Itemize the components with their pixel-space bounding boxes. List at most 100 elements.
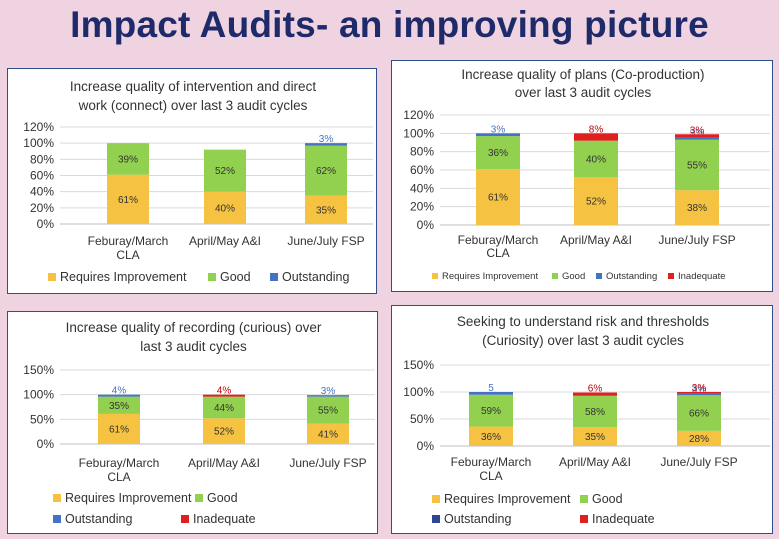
data-label: 61% — [109, 424, 129, 435]
data-label: 4% — [217, 386, 232, 397]
data-label: 61% — [118, 195, 138, 206]
bar-segment — [98, 413, 140, 444]
bar-segment — [675, 139, 719, 191]
bar-segment — [574, 140, 618, 178]
bar-segment — [305, 145, 347, 196]
legend-swatch — [181, 515, 189, 523]
y-tick-label: 20% — [30, 201, 54, 215]
data-label: 35% — [109, 401, 129, 412]
data-label: 35% — [316, 205, 336, 216]
bar-segment — [574, 177, 618, 225]
data-label: 38% — [687, 203, 707, 214]
bar-segment — [675, 190, 719, 225]
bar-segment — [305, 143, 347, 146]
chart-title-line: Increase quality of plans (Co-production… — [461, 67, 704, 82]
data-label: 3% — [692, 385, 707, 396]
data-label: 55% — [318, 406, 338, 417]
legend-swatch — [208, 273, 216, 281]
legend-label: Good — [220, 270, 251, 284]
data-label: 59% — [481, 406, 501, 417]
chart-title-line: last 3 audit cycles — [140, 339, 247, 354]
bar-segment — [204, 149, 246, 192]
data-label: 62% — [316, 166, 336, 177]
y-tick-label: 120% — [403, 108, 434, 122]
page-title: Impact Audits- an improving picture — [70, 4, 709, 45]
chart-svg: Seeking to understand risk and threshold… — [403, 314, 770, 526]
bar-segment — [204, 191, 246, 224]
bar-segment — [307, 396, 349, 424]
bar-segment — [675, 137, 719, 140]
legend-label: Inadequate — [678, 271, 726, 282]
bar-segment — [98, 396, 140, 414]
x-tick-label: CLA — [479, 469, 502, 483]
y-tick-label: 40% — [30, 185, 54, 199]
chart-panel-recording: Increase quality of recording (curious) … — [7, 311, 378, 534]
data-label: 3% — [321, 386, 336, 397]
legend-swatch — [596, 273, 602, 279]
legend-swatch — [195, 494, 203, 502]
bar-segment — [203, 396, 245, 419]
bar-segment — [573, 392, 617, 396]
legend-label: Inadequate — [592, 512, 655, 526]
y-tick-label: 40% — [410, 181, 434, 195]
bar-segment — [469, 426, 513, 446]
data-label: 3% — [319, 134, 334, 145]
y-tick-label: 120% — [23, 120, 54, 134]
legend-label: Outstanding — [444, 512, 511, 526]
data-label: 39% — [118, 154, 138, 165]
data-label: 55% — [687, 160, 707, 171]
y-tick-label: 100% — [403, 126, 434, 140]
data-label: 41% — [318, 429, 338, 440]
data-label: 3% — [690, 128, 705, 139]
data-label: 52% — [214, 427, 234, 438]
x-tick-label: Feburay/March — [79, 456, 160, 470]
x-tick-label: Feburay/March — [88, 234, 169, 248]
bar-segment — [305, 195, 347, 224]
chart-title-line: Increase quality of recording (curious) … — [66, 320, 322, 335]
bar-segment — [675, 134, 719, 137]
y-tick-label: 0% — [417, 218, 435, 232]
chart-title-line: (Curiosity) over last 3 audit cycles — [482, 333, 684, 348]
legend-swatch — [53, 515, 61, 523]
data-label: 40% — [215, 203, 235, 214]
y-tick-label: 60% — [30, 169, 54, 183]
data-label: 61% — [488, 193, 508, 204]
bar-segment — [677, 393, 721, 396]
y-tick-label: 20% — [410, 200, 434, 214]
data-label: 35% — [585, 432, 605, 443]
x-tick-label: CLA — [116, 248, 139, 262]
bar-segment — [677, 392, 721, 394]
data-label: 8% — [589, 124, 604, 135]
x-tick-label: Feburay/March — [451, 455, 532, 469]
legend-swatch — [432, 273, 438, 279]
legend-swatch — [53, 494, 61, 502]
chart-title-line: Increase quality of intervention and dir… — [70, 79, 316, 94]
bar-segment — [677, 395, 721, 431]
data-label: 4% — [112, 386, 127, 397]
data-label: 40% — [586, 155, 606, 166]
legend-swatch — [432, 495, 440, 503]
y-tick-label: 100% — [403, 385, 434, 399]
data-label: 3% — [690, 125, 705, 136]
data-label: 44% — [214, 403, 234, 414]
x-tick-label: June/July FSP — [660, 455, 737, 469]
y-tick-label: 100% — [23, 136, 54, 150]
x-tick-label: June/July FSP — [287, 234, 364, 248]
bar-segment — [574, 133, 618, 141]
x-tick-label: April/May A&I — [559, 455, 631, 469]
y-tick-label: 0% — [37, 217, 55, 231]
legend-swatch — [48, 273, 56, 281]
bar-segment — [469, 392, 513, 395]
data-label: 36% — [488, 148, 508, 159]
y-tick-label: 60% — [410, 163, 434, 177]
legend-swatch — [432, 515, 440, 523]
legend-swatch — [580, 515, 588, 523]
x-tick-label: April/May A&I — [560, 233, 632, 247]
y-tick-label: 0% — [37, 437, 55, 451]
x-tick-label: Feburay/March — [458, 233, 539, 247]
bar-segment — [203, 418, 245, 444]
chart-title-line: work (connect) over last 3 audit cycles — [78, 98, 308, 113]
bar-segment — [573, 395, 617, 428]
bar-segment — [203, 394, 245, 397]
x-tick-label: April/May A&I — [188, 456, 260, 470]
